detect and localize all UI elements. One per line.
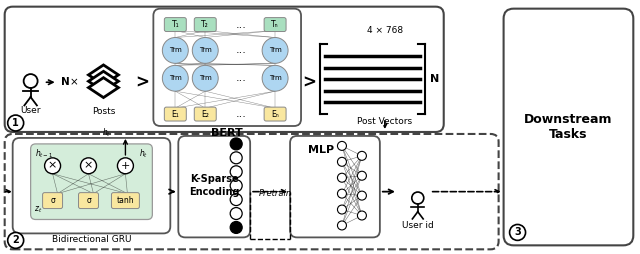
FancyBboxPatch shape [179,136,250,237]
Text: $h_t$: $h_t$ [140,148,148,160]
Polygon shape [88,78,118,98]
Text: 1: 1 [12,118,19,128]
FancyBboxPatch shape [4,134,499,249]
Text: BERT: BERT [211,128,243,138]
Circle shape [230,166,242,178]
Circle shape [357,191,366,200]
Circle shape [8,115,24,131]
Circle shape [262,38,288,63]
Text: K-Sparse: K-Sparse [190,174,239,184]
Circle shape [337,173,346,182]
Text: $h_t$: $h_t$ [102,126,111,139]
Text: ...: ... [236,73,246,83]
Text: tanh: tanh [116,196,134,205]
Text: 2: 2 [12,235,19,245]
FancyBboxPatch shape [264,107,286,121]
Text: E₂: E₂ [202,109,209,119]
Circle shape [357,211,366,220]
Circle shape [192,65,218,91]
FancyBboxPatch shape [111,193,140,209]
Text: Downstream: Downstream [524,113,612,125]
Circle shape [230,194,242,205]
Circle shape [262,65,288,91]
Text: Trm: Trm [269,47,282,53]
Circle shape [45,158,61,174]
Text: Trm: Trm [169,47,182,53]
Text: ×: × [84,161,93,171]
Circle shape [357,151,366,160]
Text: $h_{t-1}$: $h_{t-1}$ [35,148,53,160]
Polygon shape [88,65,118,85]
Text: σ: σ [86,196,91,205]
Text: ×: × [48,161,57,171]
Circle shape [230,208,242,219]
FancyBboxPatch shape [290,136,380,237]
Text: T₂: T₂ [202,20,209,29]
FancyBboxPatch shape [4,7,444,132]
Text: Pretrain: Pretrain [259,189,292,198]
Text: Tasks: Tasks [549,129,588,141]
Text: >: > [302,73,316,91]
Text: Posts: Posts [92,107,115,116]
Circle shape [8,232,24,248]
Text: User: User [20,106,41,115]
Circle shape [230,138,242,150]
Text: 3: 3 [514,227,521,237]
Text: N: N [61,77,69,87]
Text: MLP: MLP [308,145,334,155]
Text: T₁: T₁ [172,20,179,29]
FancyBboxPatch shape [79,193,99,209]
FancyBboxPatch shape [164,107,186,121]
Circle shape [230,152,242,164]
Circle shape [337,141,346,150]
Text: Trm: Trm [199,47,212,53]
Circle shape [118,158,133,174]
Circle shape [81,158,97,174]
FancyBboxPatch shape [195,107,216,121]
Text: Trm: Trm [169,75,182,81]
Circle shape [230,221,242,233]
Text: ...: ... [236,45,246,55]
Text: >: > [136,73,149,91]
Circle shape [357,171,366,180]
Text: E₁: E₁ [172,109,179,119]
Text: σ: σ [50,196,55,205]
FancyBboxPatch shape [504,9,634,245]
FancyBboxPatch shape [13,138,170,233]
Text: Trm: Trm [269,75,282,81]
Text: ...: ... [236,20,246,29]
Circle shape [337,221,346,230]
Text: User id: User id [402,221,434,230]
Circle shape [337,205,346,214]
Circle shape [337,189,346,198]
Text: ...: ... [236,109,246,119]
FancyBboxPatch shape [31,144,152,219]
Text: 4 × 768: 4 × 768 [367,25,403,35]
Polygon shape [88,71,118,91]
Circle shape [230,180,242,192]
FancyBboxPatch shape [195,18,216,31]
Circle shape [509,225,525,240]
Text: +: + [121,161,130,171]
Text: Eₙ: Eₙ [271,109,279,119]
Text: $\times$: $\times$ [68,77,78,87]
Circle shape [337,157,346,166]
Text: Post Vectors: Post Vectors [357,117,412,126]
FancyBboxPatch shape [164,18,186,31]
Text: Encoding: Encoding [189,187,239,197]
FancyBboxPatch shape [264,18,286,31]
FancyBboxPatch shape [154,9,301,126]
Text: Trm: Trm [199,75,212,81]
Text: Tₙ: Tₙ [271,20,279,29]
Circle shape [192,38,218,63]
FancyBboxPatch shape [43,193,63,209]
Text: Bidirectional GRU: Bidirectional GRU [52,235,131,244]
Text: N: N [430,74,439,84]
Circle shape [163,65,188,91]
Text: $z_t$: $z_t$ [35,204,43,215]
Circle shape [163,38,188,63]
